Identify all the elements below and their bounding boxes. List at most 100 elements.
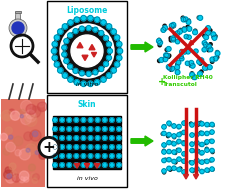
Circle shape [209, 43, 212, 46]
Circle shape [163, 144, 166, 147]
Circle shape [28, 164, 35, 171]
Circle shape [88, 163, 93, 167]
Circle shape [200, 122, 204, 126]
Circle shape [167, 54, 171, 57]
Circle shape [199, 160, 202, 163]
Circle shape [107, 46, 110, 49]
Circle shape [193, 30, 197, 35]
Circle shape [162, 125, 166, 129]
Circle shape [117, 46, 121, 50]
Circle shape [200, 70, 203, 73]
Circle shape [95, 127, 100, 131]
Circle shape [200, 150, 204, 155]
Circle shape [205, 140, 209, 144]
Circle shape [205, 131, 209, 136]
Circle shape [52, 55, 57, 60]
Circle shape [53, 136, 57, 140]
Circle shape [210, 139, 214, 143]
Circle shape [200, 160, 204, 164]
Circle shape [61, 28, 65, 31]
Circle shape [183, 152, 186, 155]
Circle shape [182, 152, 186, 156]
Circle shape [25, 111, 36, 122]
Circle shape [179, 54, 183, 59]
Circle shape [199, 60, 202, 64]
Circle shape [215, 51, 220, 56]
Circle shape [159, 57, 164, 62]
Circle shape [163, 26, 168, 30]
Circle shape [62, 24, 68, 29]
Circle shape [67, 127, 71, 131]
Circle shape [161, 132, 164, 135]
Circle shape [183, 27, 186, 30]
Circle shape [101, 64, 105, 67]
Circle shape [64, 39, 69, 43]
Circle shape [177, 158, 180, 161]
FancyBboxPatch shape [53, 134, 121, 142]
Circle shape [54, 18, 120, 84]
Text: in vitro: in vitro [76, 83, 98, 88]
Circle shape [205, 67, 208, 70]
Circle shape [172, 124, 175, 127]
Circle shape [88, 154, 93, 158]
Circle shape [175, 70, 180, 75]
Circle shape [20, 115, 23, 118]
Circle shape [92, 81, 95, 84]
Circle shape [96, 30, 100, 33]
Circle shape [95, 17, 100, 22]
Circle shape [167, 157, 171, 162]
Circle shape [202, 65, 207, 70]
Circle shape [200, 131, 204, 136]
Polygon shape [84, 163, 90, 168]
Circle shape [99, 30, 104, 36]
Circle shape [174, 161, 177, 164]
Circle shape [189, 64, 193, 67]
Circle shape [207, 48, 210, 52]
Circle shape [67, 163, 71, 167]
Circle shape [95, 154, 100, 158]
Circle shape [177, 148, 181, 152]
Circle shape [92, 18, 95, 22]
Circle shape [114, 35, 120, 40]
Circle shape [79, 18, 82, 22]
Circle shape [172, 134, 176, 138]
Circle shape [167, 166, 171, 170]
Polygon shape [77, 43, 83, 48]
Circle shape [103, 154, 107, 158]
Circle shape [99, 67, 104, 71]
Circle shape [197, 16, 201, 19]
Circle shape [195, 158, 199, 163]
Circle shape [162, 131, 166, 136]
Circle shape [210, 57, 215, 62]
Circle shape [207, 123, 210, 126]
Circle shape [86, 71, 91, 76]
Circle shape [175, 31, 180, 36]
Circle shape [189, 60, 194, 65]
Circle shape [5, 127, 12, 134]
Circle shape [74, 118, 79, 122]
Circle shape [195, 121, 199, 125]
Circle shape [39, 151, 47, 159]
Circle shape [190, 142, 194, 146]
Circle shape [88, 127, 93, 131]
Circle shape [192, 149, 195, 152]
Circle shape [26, 148, 30, 152]
Circle shape [169, 36, 172, 40]
Circle shape [166, 64, 171, 69]
Circle shape [5, 173, 16, 183]
Circle shape [172, 142, 176, 146]
Circle shape [54, 35, 60, 40]
Circle shape [164, 53, 168, 58]
Polygon shape [89, 44, 95, 50]
Circle shape [103, 136, 107, 140]
Circle shape [213, 56, 218, 61]
Circle shape [60, 24, 114, 78]
Circle shape [81, 127, 86, 131]
Circle shape [182, 170, 186, 174]
Circle shape [162, 149, 165, 152]
Circle shape [55, 59, 58, 63]
Circle shape [117, 127, 121, 131]
Circle shape [114, 62, 120, 67]
Circle shape [177, 139, 181, 144]
Circle shape [106, 73, 112, 78]
